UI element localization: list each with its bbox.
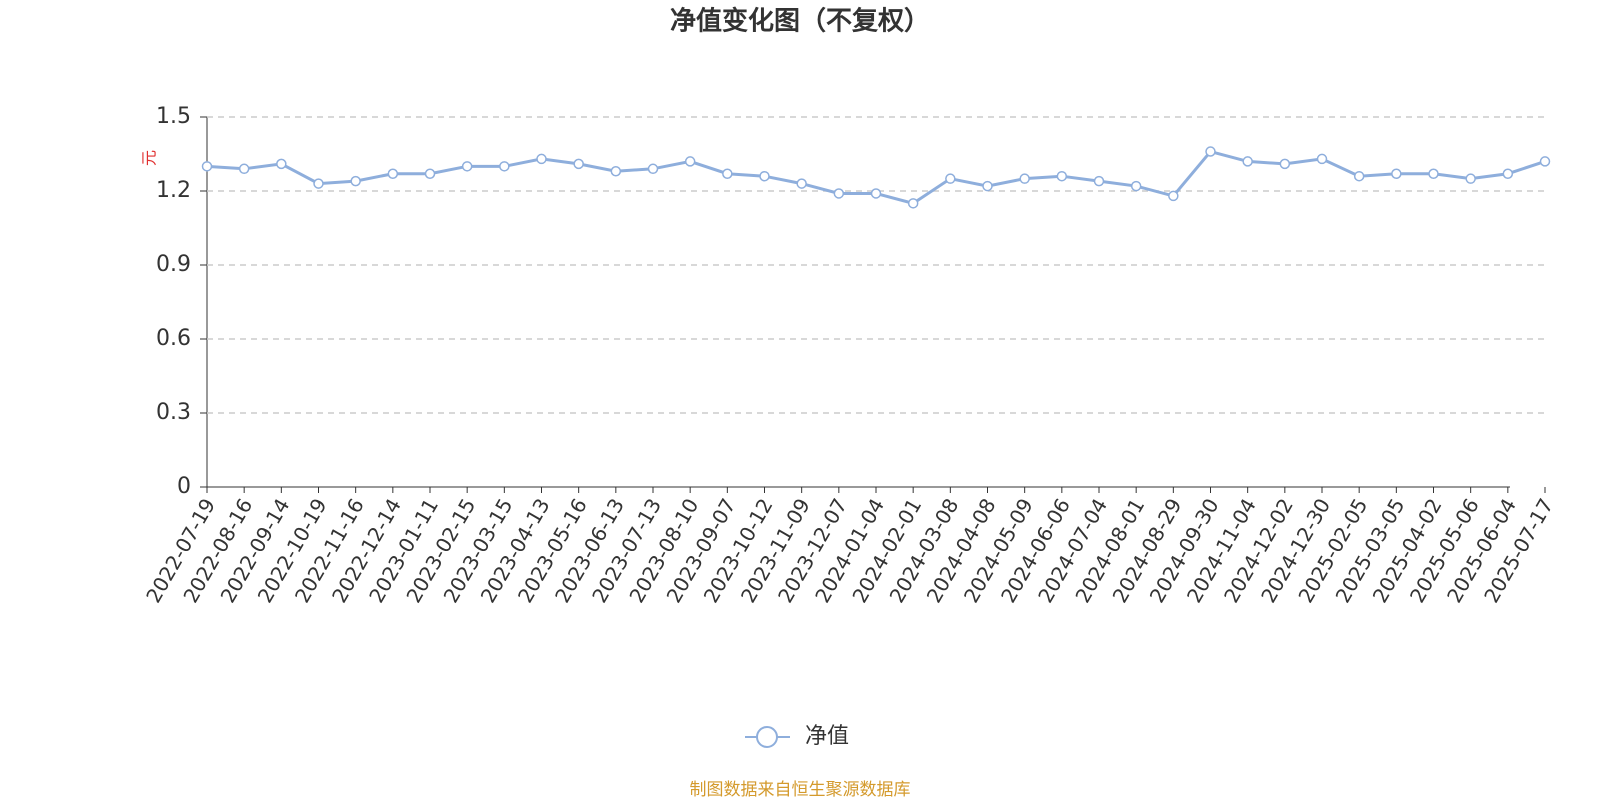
source-note: 制图数据来自恒生聚源数据库 (690, 780, 911, 800)
data-point (461, 161, 473, 172)
data-point (1428, 168, 1439, 179)
data-point (276, 158, 287, 170)
data-point (722, 168, 733, 179)
data-point (1093, 175, 1105, 187)
data-point (1502, 168, 1514, 179)
data-point (1391, 168, 1402, 179)
data-point (945, 173, 956, 184)
legend-label: 净值 (805, 724, 849, 749)
data-point (1242, 156, 1253, 167)
data-point (1130, 180, 1142, 192)
y-tick-label: 1.2 (156, 178, 191, 203)
data-point (536, 153, 547, 165)
data-point (1316, 153, 1328, 165)
y-tick-label: 1.5 (156, 104, 191, 129)
data-point (238, 163, 250, 175)
data-point (907, 198, 919, 209)
data-point (1056, 170, 1068, 182)
data-point (1205, 146, 1216, 157)
data-point (796, 178, 807, 189)
data-point (610, 166, 622, 177)
data-point (833, 188, 845, 199)
data-point (424, 168, 436, 179)
data-point (1168, 190, 1179, 202)
data-point (387, 168, 399, 179)
chart-title: 净值变化图（不复权） (670, 6, 930, 37)
legend-marker (756, 726, 778, 748)
data-point (573, 158, 584, 170)
y-axis-label: 元 (140, 150, 159, 166)
data-point (350, 175, 361, 187)
data-point (1465, 173, 1476, 184)
y-tick-label: 0.9 (156, 252, 191, 277)
data-point (684, 156, 696, 167)
data-point (982, 180, 993, 192)
data-point (1353, 170, 1365, 182)
y-tick-label: 0.6 (156, 326, 191, 351)
data-point (201, 161, 213, 172)
y-tick-label: 0.3 (156, 400, 191, 425)
data-point (1279, 158, 1291, 170)
data-point (1019, 173, 1030, 184)
data-point (1539, 156, 1551, 167)
data-point (499, 161, 510, 172)
data-point (870, 188, 882, 199)
y-tick-label: 0 (177, 474, 191, 499)
data-point (647, 163, 659, 175)
data-point (313, 178, 324, 189)
data-point (759, 170, 770, 182)
